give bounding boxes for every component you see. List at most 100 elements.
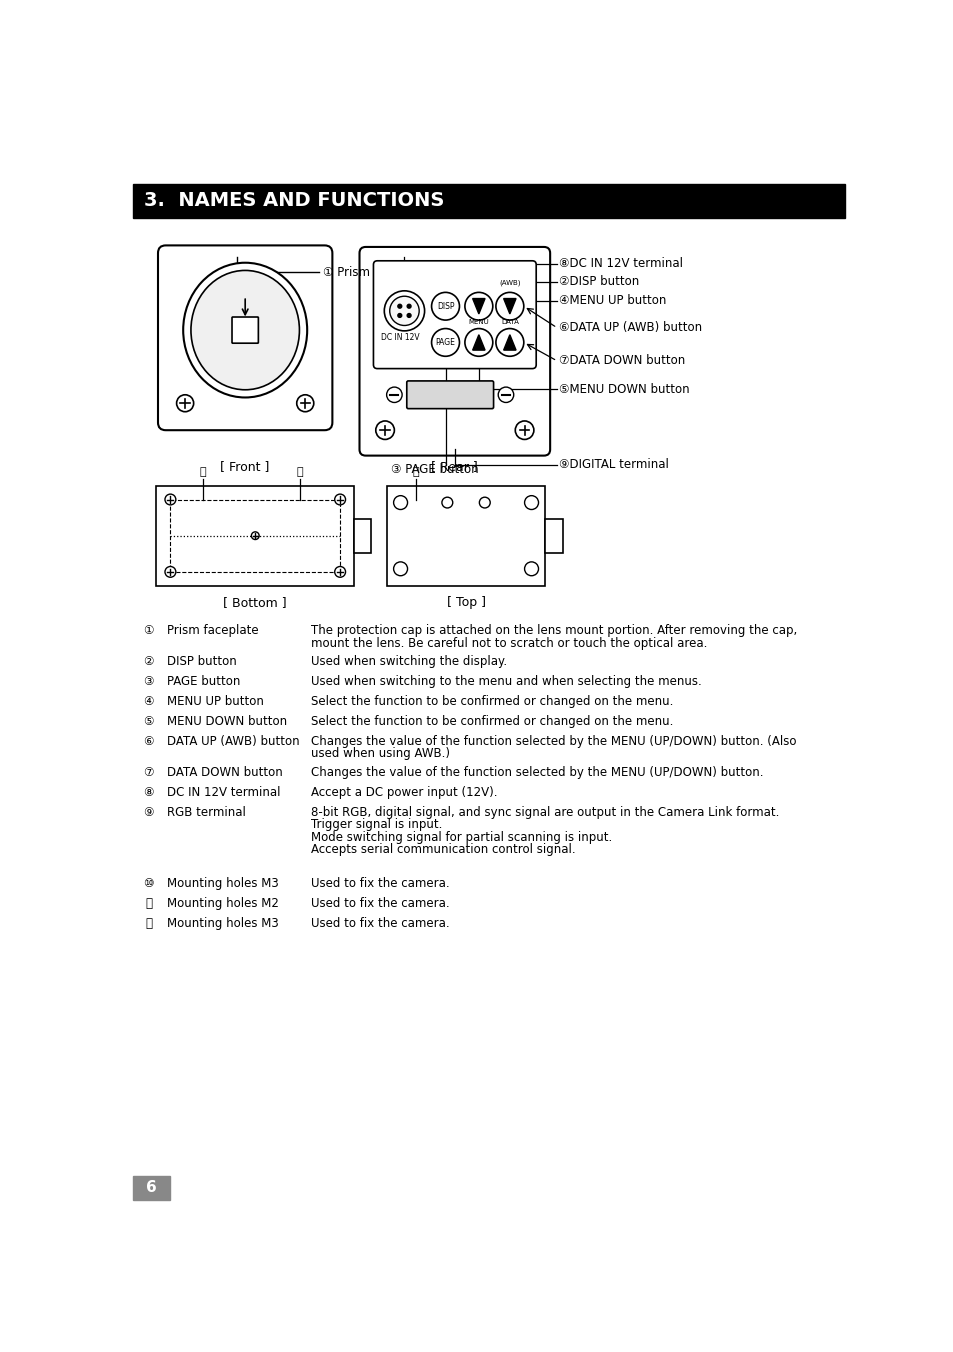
Text: ⑦DATA DOWN button: ⑦DATA DOWN button <box>558 354 685 368</box>
Text: ⑨: ⑨ <box>143 806 153 819</box>
Circle shape <box>390 296 418 326</box>
Circle shape <box>497 387 513 403</box>
Text: ③: ③ <box>143 675 153 688</box>
Text: 6: 6 <box>146 1180 157 1195</box>
Text: ⑩: ⑩ <box>143 877 153 890</box>
Text: ⑤MENU DOWN button: ⑤MENU DOWN button <box>558 383 689 396</box>
Circle shape <box>296 395 314 412</box>
Text: Mounting holes M2: Mounting holes M2 <box>167 896 279 910</box>
Text: Changes the value of the function selected by the MENU (UP/DOWN) button. (Also: Changes the value of the function select… <box>311 735 796 748</box>
Text: ③ PAGE button: ③ PAGE button <box>391 462 478 476</box>
Text: Mounting holes M3: Mounting holes M3 <box>167 917 279 930</box>
Circle shape <box>335 493 345 504</box>
Circle shape <box>386 387 402 403</box>
Text: ⑥: ⑥ <box>143 735 153 748</box>
Text: ⓚ: ⓚ <box>296 468 303 477</box>
Circle shape <box>496 292 523 320</box>
Text: DATA UP (AWB) button: DATA UP (AWB) button <box>167 735 299 748</box>
Text: ④MENU UP button: ④MENU UP button <box>558 295 666 307</box>
Text: ②DISP button: ②DISP button <box>558 274 639 288</box>
Text: Prism faceplate: Prism faceplate <box>167 625 258 637</box>
Polygon shape <box>472 335 484 350</box>
Bar <box>133 184 843 218</box>
Circle shape <box>375 420 394 439</box>
Bar <box>386 485 545 585</box>
Text: Changes the value of the function selected by the MENU (UP/DOWN) button.: Changes the value of the function select… <box>311 767 763 779</box>
Circle shape <box>431 329 459 357</box>
Text: ⓛ: ⓛ <box>413 468 419 477</box>
Polygon shape <box>472 299 484 314</box>
Text: ⑧DC IN 12V terminal: ⑧DC IN 12V terminal <box>558 257 682 270</box>
Circle shape <box>394 562 407 576</box>
Text: Used when switching to the menu and when selecting the menus.: Used when switching to the menu and when… <box>311 675 701 688</box>
Text: 3.  NAMES AND FUNCTIONS: 3. NAMES AND FUNCTIONS <box>144 191 444 211</box>
Text: ⑫: ⑫ <box>145 917 152 930</box>
Circle shape <box>524 496 537 510</box>
Circle shape <box>464 292 493 320</box>
Circle shape <box>407 314 411 318</box>
Circle shape <box>176 395 193 412</box>
Text: ⑪: ⑪ <box>145 896 152 910</box>
Text: PAGE: PAGE <box>436 338 455 347</box>
Circle shape <box>335 566 345 577</box>
Text: ⑦: ⑦ <box>143 767 153 779</box>
Circle shape <box>397 314 401 318</box>
Text: MENU DOWN button: MENU DOWN button <box>167 715 287 729</box>
Polygon shape <box>503 335 516 350</box>
Circle shape <box>478 498 490 508</box>
Text: ④: ④ <box>143 695 153 708</box>
Circle shape <box>407 304 411 308</box>
Text: ① Prism faceplate: ① Prism faceplate <box>323 266 429 279</box>
Text: Accepts serial communication control signal.: Accepts serial communication control sig… <box>311 842 576 856</box>
Text: Select the function to be confirmed or changed on the menu.: Select the function to be confirmed or c… <box>311 715 673 729</box>
Text: (AWB): (AWB) <box>498 279 520 285</box>
Text: MENU UP button: MENU UP button <box>167 695 264 708</box>
Bar <box>354 519 371 553</box>
Circle shape <box>384 291 424 331</box>
Text: Accept a DC power input (12V).: Accept a DC power input (12V). <box>311 786 497 799</box>
Text: Used to fix the camera.: Used to fix the camera. <box>311 896 450 910</box>
FancyBboxPatch shape <box>158 246 332 430</box>
Text: RGB terminal: RGB terminal <box>167 806 246 819</box>
FancyBboxPatch shape <box>373 261 536 369</box>
Text: ①: ① <box>143 625 153 637</box>
Text: DC IN 12V terminal: DC IN 12V terminal <box>167 786 280 799</box>
Text: [ Bottom ]: [ Bottom ] <box>223 596 287 610</box>
Circle shape <box>252 531 259 539</box>
Ellipse shape <box>183 262 307 397</box>
Text: Mode switching signal for partial scanning is input.: Mode switching signal for partial scanni… <box>311 830 612 844</box>
Text: DATA DOWN button: DATA DOWN button <box>167 767 283 779</box>
FancyBboxPatch shape <box>406 381 493 408</box>
Text: [ Rear ]: [ Rear ] <box>431 460 477 473</box>
Bar <box>545 519 562 553</box>
Text: Used when switching the display.: Used when switching the display. <box>311 654 507 668</box>
Text: ⓙ: ⓙ <box>199 468 206 477</box>
Circle shape <box>165 566 175 577</box>
FancyBboxPatch shape <box>359 247 550 456</box>
Text: 8-bit RGB, digital signal, and sync signal are output in the Camera Link format.: 8-bit RGB, digital signal, and sync sign… <box>311 806 779 819</box>
Text: ⑥DATA UP (AWB) button: ⑥DATA UP (AWB) button <box>558 322 701 334</box>
Circle shape <box>464 329 493 357</box>
Text: DISP: DISP <box>436 301 454 311</box>
Text: ⑨DIGITAL terminal: ⑨DIGITAL terminal <box>558 458 669 472</box>
Circle shape <box>394 496 407 510</box>
Bar <box>171 499 340 572</box>
Bar <box>156 485 354 585</box>
Polygon shape <box>503 299 516 314</box>
Circle shape <box>515 420 534 439</box>
Text: PAGE button: PAGE button <box>167 675 240 688</box>
Text: Used to fix the camera.: Used to fix the camera. <box>311 877 450 890</box>
Text: [ Front ]: [ Front ] <box>220 460 270 473</box>
Text: Select the function to be confirmed or changed on the menu.: Select the function to be confirmed or c… <box>311 695 673 708</box>
Text: mount the lens. Be careful not to scratch or touch the optical area.: mount the lens. Be careful not to scratc… <box>311 637 707 649</box>
Text: Trigger signal is input.: Trigger signal is input. <box>311 818 442 831</box>
Text: used when using AWB.): used when using AWB.) <box>311 748 450 760</box>
Text: Used to fix the camera.: Used to fix the camera. <box>311 917 450 930</box>
Text: MENU: MENU <box>468 319 489 326</box>
Text: ②: ② <box>143 654 153 668</box>
Circle shape <box>524 562 537 576</box>
Circle shape <box>496 329 523 357</box>
Text: DISP button: DISP button <box>167 654 236 668</box>
Text: DC IN 12V: DC IN 12V <box>381 334 419 342</box>
FancyBboxPatch shape <box>232 316 258 343</box>
